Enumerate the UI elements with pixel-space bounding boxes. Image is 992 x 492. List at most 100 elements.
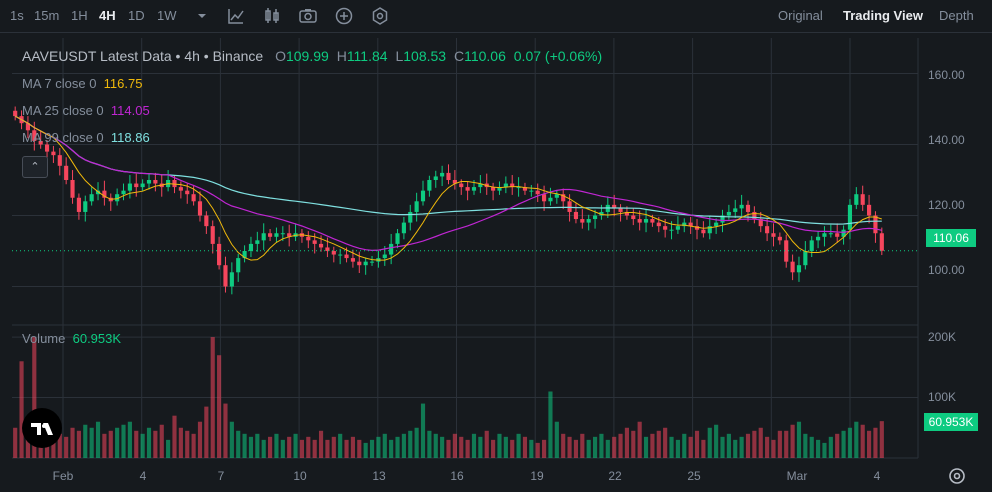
candle <box>631 215 636 220</box>
volume-bar <box>280 439 285 458</box>
symbol-legend: AAVEUSDT Latest Data • 4h • Binance O109… <box>22 48 602 64</box>
candle <box>229 272 234 287</box>
view-original[interactable]: Original <box>778 8 823 23</box>
volume-bar <box>586 439 591 458</box>
view-trading-view[interactable]: Trading View <box>843 8 923 23</box>
candle <box>669 229 674 231</box>
settings-icon[interactable] <box>370 6 390 26</box>
ma25-legend[interactable]: MA 25 close 0 114.05 <box>22 103 150 118</box>
volume-bar <box>879 421 884 458</box>
close-label: C <box>453 48 465 64</box>
dropdown-icon[interactable] <box>192 6 212 26</box>
candle <box>694 226 700 230</box>
volume-bar <box>803 433 808 458</box>
candle <box>102 190 107 198</box>
price-tick: 140.00 <box>928 133 965 147</box>
open-label: O <box>275 48 286 64</box>
x-tick: 16 <box>450 469 464 483</box>
volume-bar <box>382 433 387 458</box>
candle <box>140 183 145 188</box>
volume-bar <box>758 427 763 458</box>
candle <box>643 219 649 223</box>
volume-bar <box>89 427 94 458</box>
volume-bar <box>121 424 126 458</box>
volume-bar <box>650 433 655 458</box>
view-depth[interactable]: Depth <box>939 8 974 23</box>
volume-bar <box>19 361 24 458</box>
x-tick: 22 <box>608 469 622 483</box>
candle <box>210 226 215 244</box>
ma99-value: 118.86 <box>110 130 150 145</box>
candle <box>663 226 668 230</box>
collapse-legend-button[interactable]: ⌃ <box>22 156 48 178</box>
volume-bar <box>357 439 362 458</box>
candle <box>13 110 18 117</box>
volume-bar <box>503 436 508 458</box>
candle <box>363 261 368 266</box>
candle <box>701 229 706 234</box>
candle <box>121 190 126 195</box>
ma99-legend[interactable]: MA 99 close 0 118.86 <box>22 130 150 145</box>
screenshot-icon[interactable] <box>298 6 318 26</box>
volume-bar <box>242 433 247 458</box>
candle <box>682 222 687 227</box>
volume-tick: 200K <box>928 330 957 344</box>
volume-bar <box>401 433 406 458</box>
volume-bar <box>312 439 317 458</box>
ma99-label: MA 99 close 0 <box>22 130 104 145</box>
volume-bar <box>204 406 209 458</box>
ma7-line <box>14 115 882 261</box>
volume-bar <box>166 439 171 458</box>
x-tick: 25 <box>687 469 701 483</box>
candle <box>522 187 528 191</box>
volume-bar <box>408 430 413 458</box>
candle <box>784 240 789 262</box>
candle <box>599 211 604 216</box>
volume-bar <box>720 436 725 458</box>
tradingview-logo[interactable] <box>22 408 62 448</box>
candle <box>134 183 139 188</box>
ma7-value: 116.75 <box>103 76 143 91</box>
ma7-legend[interactable]: MA 7 close 0 116.75 <box>22 76 142 91</box>
candle <box>707 226 712 234</box>
timeframe-15m[interactable]: 15m <box>34 8 60 23</box>
x-tick: Feb <box>52 469 74 483</box>
volume-bar <box>274 433 279 458</box>
volume-bar <box>688 436 693 458</box>
candle <box>408 211 413 223</box>
timeframe-4h[interactable]: 4H <box>99 8 116 23</box>
candle <box>369 261 375 263</box>
candle <box>236 258 241 273</box>
volume-bar <box>669 436 674 458</box>
volume-bar <box>115 427 120 458</box>
volume-bar <box>76 430 81 458</box>
volume-bar <box>701 439 706 458</box>
candle <box>554 194 559 198</box>
volume-bar <box>134 430 139 458</box>
candle <box>268 233 273 237</box>
candle <box>860 194 865 205</box>
x-tick: 7 <box>217 469 225 483</box>
gear-icon[interactable] <box>946 465 968 487</box>
timeframe-1h[interactable]: 1H <box>71 8 88 23</box>
candle <box>172 180 177 188</box>
timeframe-1w[interactable]: 1W <box>157 8 177 23</box>
volume-bar <box>255 433 260 458</box>
candle <box>64 165 69 180</box>
candle-type-icon[interactable] <box>262 6 282 26</box>
candle <box>25 123 31 131</box>
volume-bar <box>478 436 483 458</box>
timeframe-1d[interactable]: 1D <box>128 8 145 23</box>
indicators-icon[interactable] <box>226 6 246 26</box>
candle <box>146 180 152 184</box>
candle <box>714 222 719 227</box>
ma25-label: MA 25 close 0 <box>22 103 104 118</box>
add-icon[interactable] <box>334 6 354 26</box>
volume-bar <box>102 433 107 458</box>
volume-bar <box>784 430 789 458</box>
timeframe-1s[interactable]: 1s <box>10 8 24 23</box>
volume-bar <box>854 421 859 458</box>
candle <box>516 187 521 189</box>
candle <box>338 254 343 256</box>
